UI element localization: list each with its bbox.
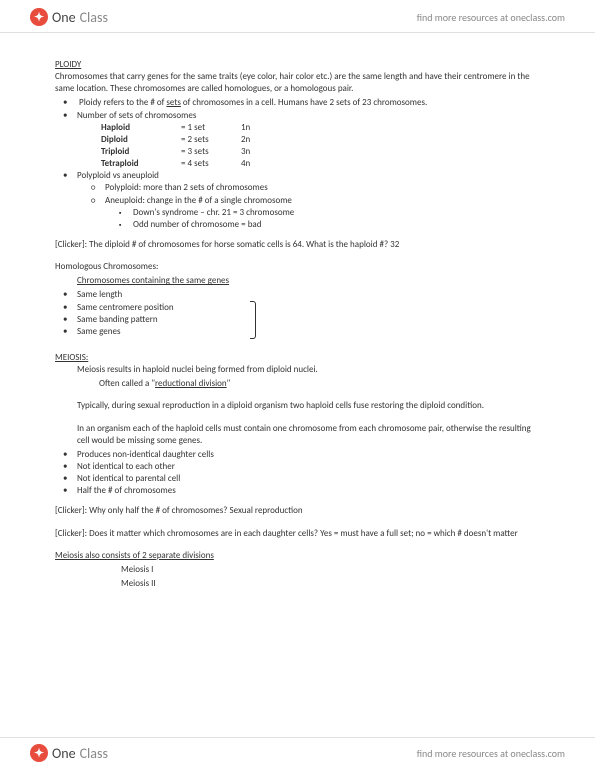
ploidy-name-0: Haploid [101, 122, 181, 134]
meiosis-b-1: Not identical to each other [77, 461, 540, 473]
meiosis-div-title: Meiosis also consists of 2 separate divi… [55, 550, 540, 562]
ploidy-sets-0: = 1 set [181, 122, 241, 134]
ploidy-bullets: Ploidy refers to the # of sets of chromo… [55, 97, 540, 121]
meiosis-bullets: Produces non-identical daughter cells No… [55, 449, 540, 498]
homolog-title: Homologous Chromosomes: [55, 261, 540, 273]
page-footer: ✦ OneClass find more resources at onecla… [0, 737, 595, 770]
homolog-item-3: Same genes [77, 326, 540, 338]
meiosis-b-2: Not identical to parental cell [77, 473, 540, 485]
ploidy-name-1: Diploid [101, 134, 181, 146]
homolog-item-2: Same banding pattern [77, 314, 540, 326]
ploidy-sub-1: Polyploid: more than 2 sets of chromosom… [105, 182, 540, 194]
ploidy-sub: Polyploid: more than 2 sets of chromosom… [55, 182, 540, 206]
meiosis-b-3: Half the # of chromosomes [77, 485, 540, 497]
ploidy-subsub-1: Down's syndrome – chr. 21 = 3 chromosome [133, 207, 540, 219]
meiosis-title: MEIOSIS: [55, 352, 540, 364]
ploidy-clicker: [Clicker]: The diploid # of chromosomes … [55, 239, 540, 251]
ploidy-n-0: 1n [241, 122, 281, 134]
meiosis-l2a: Often called a " [99, 378, 155, 389]
meiosis-l2: Often called a "reductional division" [55, 378, 540, 390]
homolog-item-0: Same length [77, 289, 540, 301]
page-header: ✦ OneClass find more resources at onecla… [0, 0, 595, 33]
ploidy-subsub: Down's syndrome – chr. 21 = 3 chromosome… [55, 207, 540, 231]
ploidy-bullet-3: Polyploid vs aneuploid [77, 170, 540, 182]
meiosis-l2b: reductional division [155, 378, 227, 389]
ploidy-b1c: of chromosomes in a cell. Humans have 2 … [181, 97, 427, 108]
footer-brand-one: One [52, 745, 76, 762]
brand-logo[interactable]: ✦ OneClass [30, 8, 108, 26]
document-content: PLOIDY Chromosomes that carry genes for … [0, 33, 595, 602]
ploidy-row-3: Tetraploid = 4 sets 4n [101, 158, 540, 170]
meiosis-b-0: Produces non-identical daughter cells [77, 449, 540, 461]
ploidy-row-0: Haploid = 1 set 1n [101, 122, 540, 134]
homolog-list-wrap: Same length Same centromere position Sam… [55, 289, 540, 338]
ploidy-title: PLOIDY [55, 59, 540, 71]
meiosis-div1: Meiosis I [55, 564, 540, 576]
footer-brand-logo[interactable]: ✦ OneClass [30, 744, 108, 762]
footer-tagline[interactable]: find more resources at oneclass.com [417, 747, 565, 760]
ploidy-n-2: 3n [241, 146, 281, 158]
brand-text-one: One [52, 9, 76, 26]
ploidy-b1b: sets [166, 97, 180, 108]
ploidy-b1a: Ploidy refers to the # of [79, 97, 166, 108]
meiosis-p2: In an organism each of the haploid cells… [55, 423, 540, 447]
ploidy-name-3: Tetraploid [101, 158, 181, 170]
header-tagline[interactable]: find more resources at oneclass.com [417, 11, 565, 24]
ploidy-subsub-2: Odd number of chromosome = bad [133, 219, 540, 231]
ploidy-n-3: 4n [241, 158, 281, 170]
ploidy-row-2: Triploid = 3 sets 3n [101, 146, 540, 158]
homolog-sub-text: Chromosomes containing the same genes [77, 275, 229, 286]
homolog-sub: Chromosomes containing the same genes [55, 275, 540, 287]
ploidy-name-2: Triploid [101, 146, 181, 158]
footer-logo-icon: ✦ [30, 744, 48, 762]
homolog-item-1: Same centromere position [77, 302, 540, 314]
meiosis-clicker1: [Clicker]: Why only half the # of chromo… [55, 505, 540, 517]
meiosis-div2: Meiosis II [55, 578, 540, 590]
ploidy-table: Haploid = 1 set 1n Diploid = 2 sets 2n T… [55, 122, 540, 171]
footer-brand-class: Class [80, 745, 108, 762]
ploidy-sets-1: = 2 sets [181, 134, 241, 146]
meiosis-l2c: " [227, 378, 231, 389]
ploidy-intro: Chromosomes that carry genes for the sam… [55, 71, 540, 95]
brand-text-class: Class [80, 9, 108, 26]
grouping-bracket [250, 301, 256, 339]
ploidy-sub-2: Aneuploid: change in the # of a single c… [105, 195, 540, 207]
logo-icon: ✦ [30, 8, 48, 26]
ploidy-sets-2: = 3 sets [181, 146, 241, 158]
ploidy-bullets-2: Polyploid vs aneuploid [55, 170, 540, 182]
ploidy-bullet-1: Ploidy refers to the # of sets of chromo… [77, 97, 540, 109]
meiosis-clicker2: [Clicker]: Does it matter which chromoso… [55, 528, 540, 540]
homolog-list: Same length Same centromere position Sam… [55, 289, 540, 338]
ploidy-bullet-2: Number of sets of chromosomes [77, 110, 540, 122]
ploidy-n-1: 2n [241, 134, 281, 146]
meiosis-p1: Typically, during sexual reproduction in… [55, 400, 540, 412]
ploidy-sets-3: = 4 sets [181, 158, 241, 170]
ploidy-row-1: Diploid = 2 sets 2n [101, 134, 540, 146]
meiosis-l1: Meiosis results in haploid nuclei being … [55, 364, 540, 376]
